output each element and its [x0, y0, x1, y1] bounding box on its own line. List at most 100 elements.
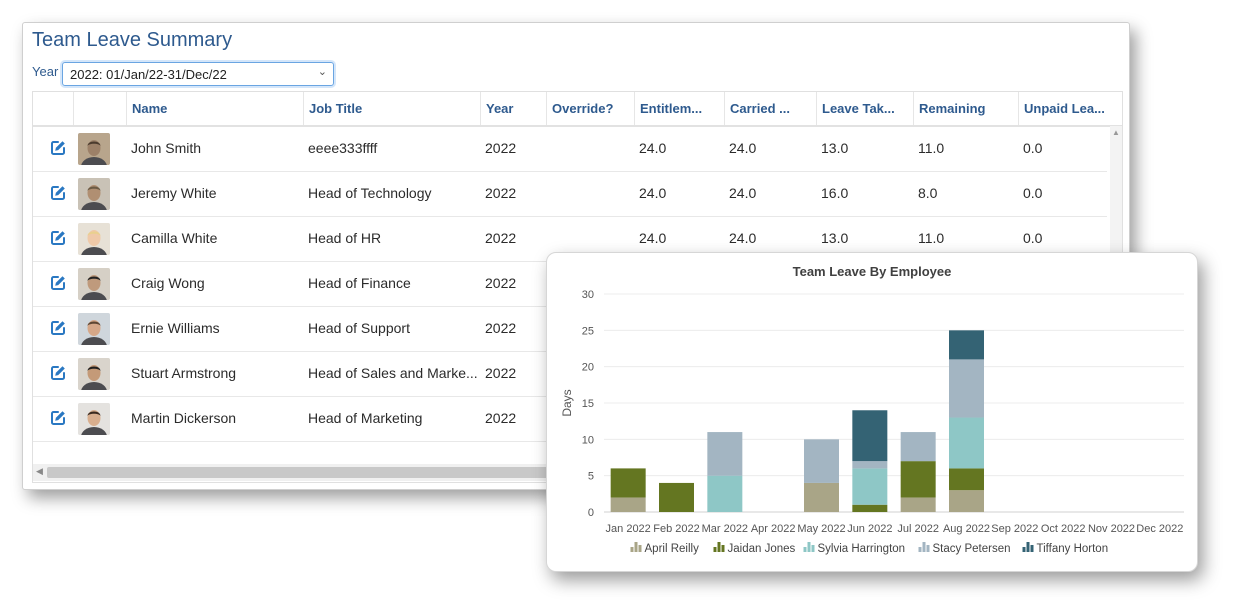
cell-year: 2022	[485, 140, 517, 156]
avatar	[78, 403, 110, 435]
bar-segment[interactable]	[949, 417, 984, 469]
bar-segment[interactable]	[949, 330, 984, 360]
cell-year: 2022	[485, 275, 517, 291]
cell-remaining: 11.0	[918, 230, 945, 246]
edit-icon[interactable]	[49, 139, 67, 157]
avatar	[78, 358, 110, 390]
x-tick-label: Jun 2022	[847, 523, 892, 535]
chart-title: Team Leave By Employee	[793, 264, 952, 279]
x-tick-label: Apr 2022	[751, 523, 796, 535]
cell-unpaid-leave: 0.0	[1023, 185, 1043, 201]
bar-segment[interactable]	[949, 468, 984, 491]
legend-label: April Reilly	[645, 543, 700, 555]
bar-segment[interactable]	[852, 461, 888, 469]
y-tick-label: 20	[582, 362, 594, 374]
cell-leave-taken: 16.0	[821, 185, 849, 201]
bar-segment[interactable]	[707, 475, 743, 512]
x-tick-label: Oct 2022	[1041, 523, 1086, 535]
cell-unpaid-leave: 0.0	[1023, 140, 1043, 156]
cell-unpaid-leave: 0.0	[1023, 230, 1043, 246]
table-row[interactable]: Jeremy White Head of Technology 2022 24.0 24…	[33, 171, 1107, 217]
header-unpaid-leave[interactable]: Unpaid Lea...	[1018, 92, 1122, 125]
cell-name: Ernie Williams	[131, 320, 220, 336]
cell-carried: 24.0	[729, 140, 757, 156]
chevron-down-icon: ⌄	[317, 66, 327, 78]
cell-carried: 24.0	[729, 230, 757, 246]
bar-segment[interactable]	[949, 490, 984, 512]
header-job-title[interactable]: Job Title	[303, 92, 480, 125]
legend-item[interactable]: Sylvia Harrington	[803, 542, 906, 555]
cell-job-title: eeee333ffff	[308, 140, 378, 156]
legend-swatch	[630, 547, 634, 552]
page-title: Team Leave Summary	[32, 29, 233, 51]
year-select[interactable]: 2022: 01/Jan/22-31/Dec/22 ⌄	[62, 62, 334, 86]
legend-item[interactable]: Jaidan Jones	[713, 542, 796, 555]
bar-segment[interactable]	[852, 468, 888, 505]
cell-entitlement: 24.0	[639, 185, 667, 201]
legend-swatch	[1026, 542, 1030, 552]
chart-y-axis-label: Days	[560, 389, 574, 416]
cell-job-title: Head of Finance	[308, 275, 411, 291]
cell-year: 2022	[485, 410, 517, 426]
bar-segment[interactable]	[900, 497, 936, 512]
bar-segment[interactable]	[900, 461, 936, 498]
legend-swatch	[807, 542, 811, 552]
cell-entitlement: 24.0	[639, 140, 667, 156]
cell-job-title: Head of Technology	[308, 185, 432, 201]
edit-icon[interactable]	[49, 319, 67, 337]
bar-segment[interactable]	[852, 504, 888, 512]
bar-segment[interactable]	[949, 359, 984, 418]
bar-segment[interactable]	[610, 468, 646, 498]
cell-leave-taken: 13.0	[821, 230, 849, 246]
bar-segment[interactable]	[610, 497, 646, 512]
scroll-up-icon[interactable]: ▲	[1112, 128, 1120, 137]
legend-label: Jaidan Jones	[728, 543, 796, 555]
cell-carried: 24.0	[729, 185, 757, 201]
cell-name: Martin Dickerson	[131, 410, 237, 426]
bar-segment[interactable]	[707, 432, 743, 476]
avatar	[78, 223, 110, 255]
scroll-left-icon[interactable]: ◀	[36, 466, 43, 476]
header-leave-taken[interactable]: Leave Tak...	[816, 92, 913, 125]
header-edit-column	[33, 92, 73, 125]
cell-name: Craig Wong	[131, 275, 205, 291]
edit-icon[interactable]	[49, 229, 67, 247]
table-header: Name Job Title Year Override? Entitlem..…	[33, 92, 1122, 127]
legend-swatch	[922, 542, 926, 552]
bar-segment[interactable]	[900, 432, 936, 462]
y-tick-label: 25	[582, 325, 594, 337]
header-carried[interactable]: Carried ...	[724, 92, 816, 125]
leave-table: Name Job Title Year Override? Entitlem..…	[32, 91, 1123, 483]
legend-item[interactable]: Stacy Petersen	[918, 542, 1011, 555]
header-entitlement[interactable]: Entitlem...	[634, 92, 724, 125]
legend-label: Stacy Petersen	[933, 543, 1011, 555]
edit-icon[interactable]	[49, 364, 67, 382]
legend-swatch	[721, 545, 725, 552]
table-row[interactable]: Stuart Armstrong Head of Sales and Marke.…	[33, 351, 1107, 397]
y-tick-label: 30	[582, 289, 594, 301]
legend-swatch	[1030, 545, 1034, 552]
edit-icon[interactable]	[49, 409, 67, 427]
header-override[interactable]: Override?	[546, 92, 634, 125]
bar-segment[interactable]	[804, 439, 839, 483]
legend-item[interactable]: April Reilly	[630, 542, 700, 555]
bar-segment[interactable]	[852, 410, 888, 462]
legend-swatch	[811, 545, 815, 552]
header-name[interactable]: Name	[126, 92, 303, 125]
team-leave-chart: Team Leave By Employee Days 0 5 10 15 20 25 30…	[546, 252, 1198, 572]
cell-year: 2022	[485, 365, 517, 381]
edit-icon[interactable]	[49, 274, 67, 292]
table-row[interactable]: John Smith eeee333ffff 2022 24.0 24.0 13.0 11.…	[33, 126, 1107, 172]
cell-remaining: 11.0	[918, 140, 945, 156]
header-year[interactable]: Year	[480, 92, 546, 125]
cell-year: 2022	[485, 185, 517, 201]
bar-segment[interactable]	[804, 482, 839, 512]
cell-job-title: Head of Marketing	[308, 410, 423, 426]
legend-item[interactable]: Tiffany Horton	[1022, 542, 1109, 555]
bar-segment[interactable]	[659, 482, 694, 512]
x-tick-label: Aug 2022	[943, 523, 990, 535]
edit-icon[interactable]	[49, 184, 67, 202]
cell-name: John Smith	[131, 140, 202, 156]
header-remaining[interactable]: Remaining	[913, 92, 1018, 125]
avatar	[78, 178, 110, 210]
